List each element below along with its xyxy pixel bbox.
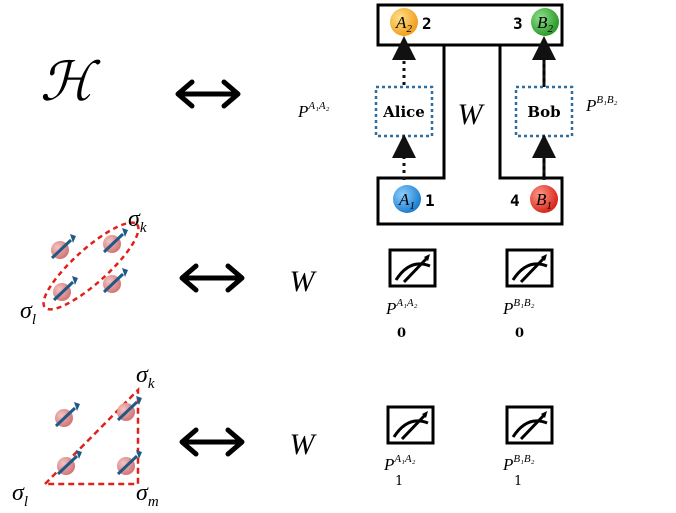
spin-particle xyxy=(116,396,142,422)
node-number-3: 3 xyxy=(513,14,523,33)
p-bob-operator: PB₁B₂ xyxy=(585,94,618,115)
double-arrow-icon xyxy=(175,79,241,109)
node-b1: B1 4 xyxy=(510,185,558,213)
p-alice-operator: PA₁A₂ xyxy=(297,100,330,121)
p-alice-zero: PA₁A₂ xyxy=(385,297,418,318)
sigma-m-row3: σm xyxy=(136,480,159,510)
sigma-l-row3: σl xyxy=(12,480,28,510)
w-label-row2: W xyxy=(290,265,318,298)
measurement-meter-icon xyxy=(388,248,437,288)
dotted-arrows xyxy=(392,36,556,180)
hilbert-space-symbol: ℋ xyxy=(40,52,101,112)
sigma-k-row3: σk xyxy=(136,362,155,392)
node-a1: A1 1 xyxy=(393,185,435,213)
svg-text:A1: A1 xyxy=(398,190,415,212)
spin-particle xyxy=(56,450,82,476)
node-number-1: 1 xyxy=(425,191,435,210)
svg-text:B1: B1 xyxy=(536,190,552,212)
bob-label: Bob xyxy=(527,103,560,121)
p-alice-one: PA₁A₂ xyxy=(383,453,416,474)
measurement-meter-icon xyxy=(505,248,554,288)
spin-particle xyxy=(102,268,128,294)
p-bob-one: PB₁B₂ xyxy=(502,453,535,474)
p-alice-zero-sub: 0 xyxy=(397,326,406,341)
p-bob-zero: PB₁B₂ xyxy=(502,297,535,318)
node-number-2: 2 xyxy=(422,14,432,33)
spin-particle xyxy=(50,234,76,260)
spin-group-row2 xyxy=(42,221,140,311)
sigma-l-row2: σl xyxy=(20,298,36,328)
measurement-meter-icon xyxy=(386,405,435,445)
svg-text:A2: A2 xyxy=(395,13,412,35)
double-arrow-icon xyxy=(179,427,245,457)
node-b2: B2 3 xyxy=(513,8,559,36)
w-label-row3: W xyxy=(290,428,318,461)
alice-label: Alice xyxy=(382,103,425,121)
svg-text:B2: B2 xyxy=(537,13,553,35)
double-arrow-icon xyxy=(179,263,245,293)
p-bob-zero-sub: 0 xyxy=(515,326,524,341)
p-bob-one-sub: 1 xyxy=(514,474,522,489)
spin-particle xyxy=(54,402,80,428)
spin-particle xyxy=(102,228,128,254)
spin-particle xyxy=(52,276,78,302)
node-number-4: 4 xyxy=(510,191,520,210)
spin-particle xyxy=(116,450,142,476)
w-label-center: W xyxy=(458,98,486,131)
spin-group-row3 xyxy=(44,386,142,486)
p-alice-one-sub: 1 xyxy=(395,474,403,489)
node-a2: A2 2 xyxy=(390,8,432,36)
sigma-k-row2: σk xyxy=(128,206,147,236)
measurement-meter-icon xyxy=(505,405,554,445)
